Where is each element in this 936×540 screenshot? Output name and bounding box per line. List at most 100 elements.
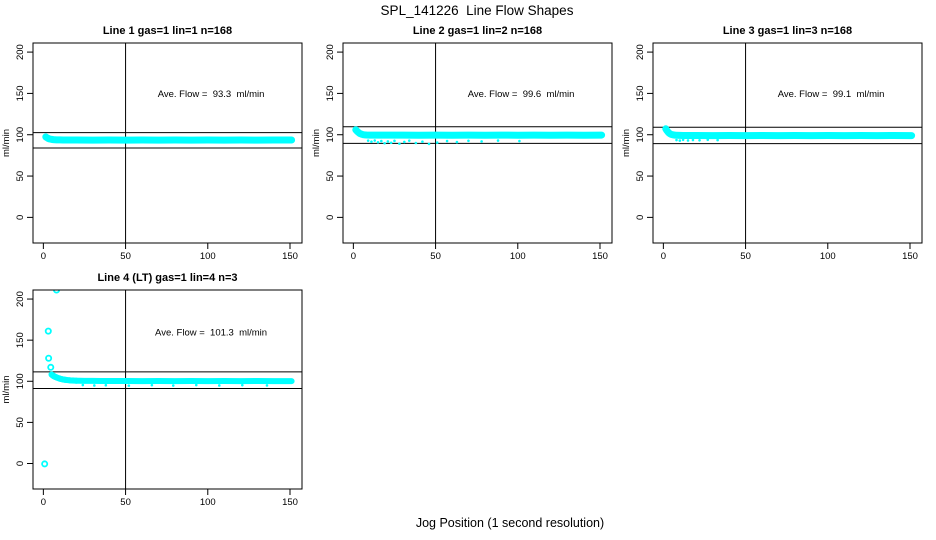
x-tick-label: 150	[282, 251, 298, 262]
x-tick-label: 100	[200, 497, 216, 508]
dip-point	[366, 139, 370, 142]
dip-point	[716, 138, 719, 142]
dip-point	[383, 141, 386, 145]
panel-line-4: 0 50 100 150 0 50 100 150 200 ml/min Line 4 (LT) g…	[1, 272, 303, 508]
y-tick-label: 0	[635, 215, 646, 220]
dip-point	[373, 139, 377, 142]
x-axis-title: Jog Position (1 second resolution)	[415, 516, 605, 530]
dip-point	[81, 383, 85, 387]
dip-point	[127, 384, 131, 387]
y-tick-label: 50	[635, 171, 646, 182]
dip-point	[496, 139, 500, 142]
ring-point	[69, 377, 77, 384]
avg-flow-annotation: Ave. Flow = 99.1 ml/min	[778, 89, 885, 100]
ring-point	[73, 377, 80, 384]
dip-point	[518, 139, 521, 143]
y-tick-label: 50	[15, 171, 26, 182]
x-tick-label: 0	[661, 251, 666, 262]
dip-point	[407, 139, 411, 142]
avg-flow-annotation: Ave. Flow = 93.3 ml/min	[158, 89, 265, 100]
y-tick-label: 50	[15, 417, 26, 428]
flow-band	[352, 126, 606, 139]
y-tick-label: 200	[15, 291, 26, 307]
x-tick-label: 100	[820, 251, 836, 262]
x-tick-label: 0	[41, 497, 46, 508]
avg-flow-annotation: Ave. Flow = 99.6 ml/min	[468, 89, 575, 100]
dip-point	[380, 139, 383, 143]
dip-point	[376, 140, 380, 144]
y-tick-label: 150	[15, 332, 26, 348]
y-tick-label: 200	[15, 44, 26, 60]
dip-point	[427, 142, 431, 146]
panel-title: Line 4 (LT) gas=1 lin=4 n=3	[97, 272, 237, 284]
dip-point	[104, 383, 108, 387]
x-tick-label: 50	[120, 497, 131, 508]
dip-point	[691, 138, 695, 142]
ring-point	[66, 377, 73, 384]
dip-point	[194, 383, 198, 387]
plot-box	[32, 42, 303, 244]
y-tick-label: 150	[635, 85, 646, 101]
y-tick-label: 100	[635, 127, 646, 143]
dip-point	[393, 139, 396, 143]
y-tick-label: 100	[325, 127, 336, 143]
ring-point	[63, 376, 70, 384]
outlier-point	[45, 354, 53, 362]
y-axis-label: ml/min	[621, 129, 632, 157]
x-tick-label: 150	[902, 251, 918, 262]
panel-title: Line 1 gas=1 lin=1 n=168	[103, 25, 232, 37]
dip-point	[686, 139, 690, 142]
dip-point	[480, 140, 483, 143]
dip-point	[217, 384, 221, 387]
figure-title: SPL_141226 Line Flow Shapes	[380, 3, 574, 18]
plot-box	[342, 42, 613, 244]
avg-flow-annotation: Ave. Flow = 101.3 ml/min	[155, 327, 267, 338]
x-tick-label: 50	[120, 251, 131, 262]
dip-point	[675, 138, 678, 142]
dip-point	[93, 384, 96, 387]
outlier-point	[41, 460, 49, 468]
outlier-point	[53, 290, 61, 294]
flow-band	[50, 372, 295, 385]
dip-point	[421, 140, 424, 143]
panel-line-3: 0 50 100 150 0 50 100 150 200 ml/min Line 3 gas=1 …	[621, 25, 923, 262]
y-tick-label: 0	[15, 461, 26, 466]
dip-point	[389, 141, 393, 145]
dip-point	[445, 139, 449, 143]
x-tick-label: 0	[351, 251, 356, 262]
plot-box	[32, 289, 303, 490]
y-axis-label: ml/min	[311, 129, 322, 157]
x-tick-label: 150	[592, 251, 608, 262]
outlier-point	[47, 363, 55, 371]
plot-box	[652, 42, 923, 244]
dip-point	[706, 138, 710, 142]
dip-point	[265, 384, 269, 387]
y-tick-label: 200	[325, 44, 336, 60]
y-axis-label: ml/min	[1, 376, 12, 404]
x-tick-label: 0	[41, 251, 46, 262]
dip-point	[414, 141, 418, 145]
x-tick-label: 100	[200, 251, 216, 262]
dip-point	[370, 140, 373, 143]
dip-point	[467, 139, 470, 143]
y-tick-label: 0	[15, 215, 26, 220]
y-axis-label: ml/min	[1, 129, 12, 157]
x-tick-label: 150	[282, 497, 298, 508]
y-tick-label: 0	[325, 215, 336, 220]
y-tick-label: 100	[15, 127, 26, 143]
flow-band	[42, 133, 296, 144]
y-tick-label: 150	[325, 85, 336, 101]
panel-title: Line 3 gas=1 lin=3 n=168	[723, 25, 852, 37]
x-tick-label: 50	[430, 251, 441, 262]
dip-point	[150, 383, 154, 387]
y-tick-label: 50	[325, 171, 336, 182]
dip-point	[386, 140, 390, 143]
x-tick-label: 50	[740, 251, 751, 262]
flow-band	[662, 125, 916, 140]
dip-point	[681, 138, 685, 142]
dip-point	[171, 384, 175, 387]
panel-line-2: 0 50 100 150 0 50 100 150 200 ml/min Line 2 gas=1 …	[311, 25, 613, 262]
panel-line-1: 0 50 100 150 0 50 100 150 200 ml/min Line 1 gas=1 …	[1, 25, 303, 262]
